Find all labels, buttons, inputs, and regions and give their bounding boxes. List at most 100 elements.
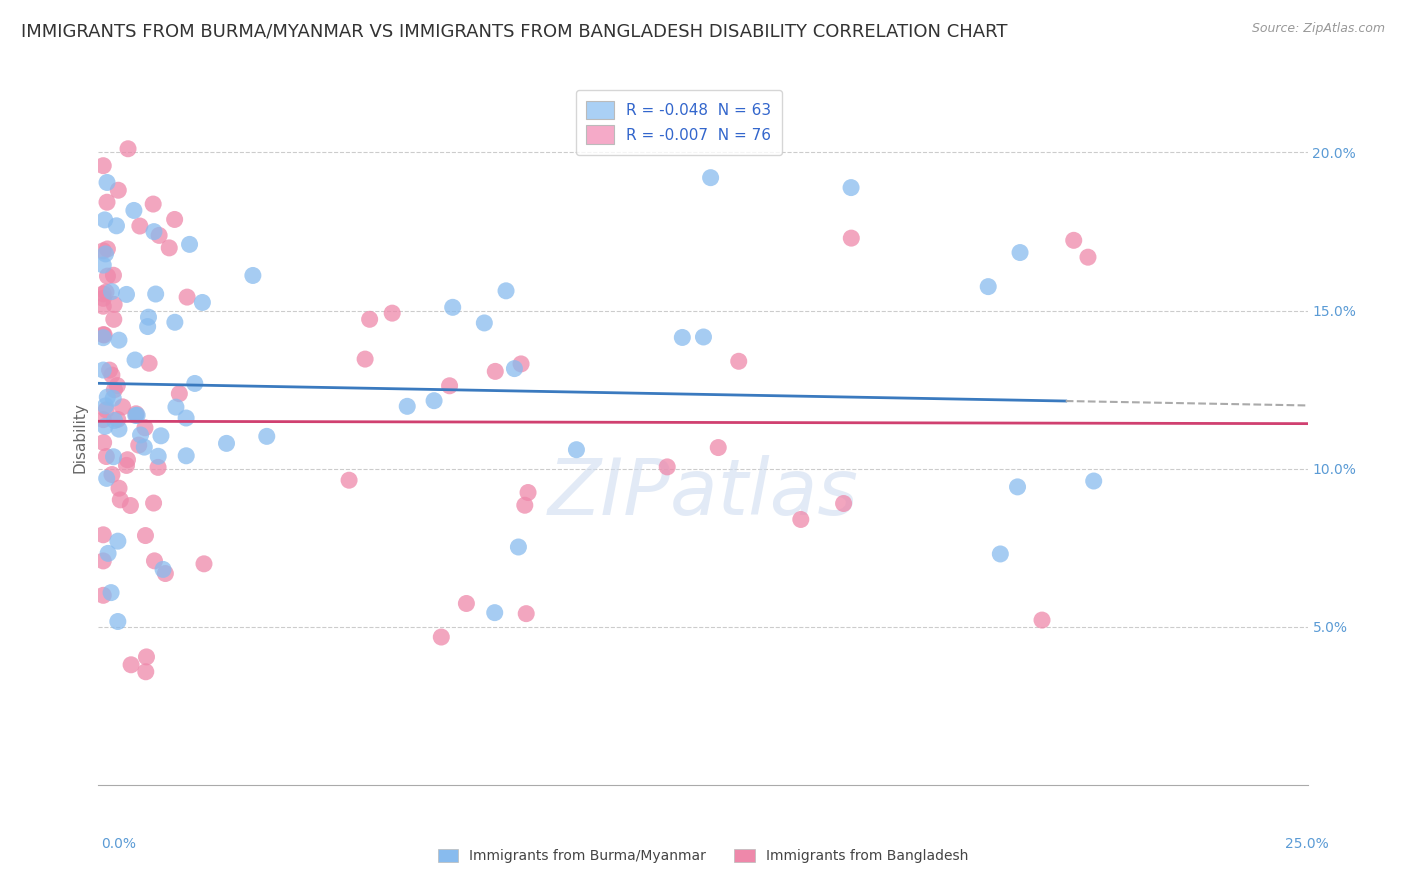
Point xyxy=(1083,474,1105,488)
Point xyxy=(129,428,152,442)
Point xyxy=(94,285,117,299)
Point xyxy=(839,180,862,194)
Point xyxy=(1008,245,1031,260)
Point xyxy=(93,327,115,342)
Point xyxy=(163,212,186,227)
Point xyxy=(138,310,160,325)
Point xyxy=(91,327,114,342)
Point xyxy=(93,435,115,450)
Point xyxy=(91,299,114,313)
Point xyxy=(134,421,156,435)
Point xyxy=(115,287,138,301)
Legend: Immigrants from Burma/Myanmar, Immigrants from Bangladesh: Immigrants from Burma/Myanmar, Immigrant… xyxy=(432,844,974,869)
Point xyxy=(359,312,381,326)
Point xyxy=(103,413,125,427)
Point xyxy=(107,183,129,197)
Point xyxy=(125,409,148,423)
Y-axis label: Disability: Disability xyxy=(72,401,87,473)
Point xyxy=(146,460,169,475)
Point xyxy=(138,356,160,370)
Point xyxy=(91,159,114,173)
Point xyxy=(699,170,721,185)
Point xyxy=(96,471,118,485)
Point xyxy=(441,301,464,315)
Point xyxy=(671,330,693,344)
Point xyxy=(91,291,114,305)
Point xyxy=(503,361,526,376)
Point xyxy=(111,400,134,414)
Point xyxy=(145,287,167,301)
Point xyxy=(790,512,813,526)
Point xyxy=(105,219,128,233)
Point xyxy=(484,606,506,620)
Point xyxy=(108,333,131,347)
Point xyxy=(169,386,191,401)
Point xyxy=(94,247,117,261)
Point xyxy=(96,242,118,256)
Point xyxy=(135,665,157,679)
Point xyxy=(354,352,377,367)
Point xyxy=(105,378,128,392)
Point xyxy=(108,481,131,495)
Point xyxy=(98,363,121,377)
Point xyxy=(242,268,264,283)
Point xyxy=(103,312,125,326)
Point xyxy=(91,258,114,272)
Text: 0.0%: 0.0% xyxy=(101,837,136,851)
Point xyxy=(977,279,1000,293)
Text: ZIPatlas: ZIPatlas xyxy=(547,455,859,531)
Point xyxy=(117,142,139,156)
Text: IMMIGRANTS FROM BURMA/MYANMAR VS IMMIGRANTS FROM BANGLADESH DISABILITY CORRELATI: IMMIGRANTS FROM BURMA/MYANMAR VS IMMIGRA… xyxy=(21,22,1008,40)
Point xyxy=(381,306,404,320)
Point xyxy=(174,449,197,463)
Point xyxy=(423,393,446,408)
Point xyxy=(439,378,461,392)
Point xyxy=(396,400,419,414)
Point xyxy=(107,412,129,426)
Point xyxy=(163,315,186,329)
Point xyxy=(515,607,537,621)
Point xyxy=(148,228,170,243)
Point xyxy=(128,219,150,233)
Point xyxy=(727,354,749,368)
Point xyxy=(94,399,117,413)
Point xyxy=(91,286,114,301)
Point xyxy=(97,546,120,560)
Point xyxy=(101,368,124,382)
Point xyxy=(510,357,533,371)
Point xyxy=(91,244,114,258)
Point xyxy=(1031,613,1053,627)
Text: 25.0%: 25.0% xyxy=(1285,837,1329,851)
Point xyxy=(193,557,215,571)
Point xyxy=(142,496,165,510)
Point xyxy=(110,492,132,507)
Point xyxy=(142,197,165,211)
Point xyxy=(91,588,114,602)
Point xyxy=(103,297,125,311)
Point xyxy=(513,498,536,512)
Point xyxy=(134,440,156,454)
Point xyxy=(1007,480,1029,494)
Point xyxy=(135,649,157,664)
Point xyxy=(157,241,180,255)
Point xyxy=(96,176,118,190)
Point xyxy=(430,630,453,644)
Legend: R = -0.048  N = 63, R = -0.007  N = 76: R = -0.048 N = 63, R = -0.007 N = 76 xyxy=(575,90,782,154)
Point xyxy=(91,412,114,426)
Point xyxy=(191,295,214,310)
Point xyxy=(165,400,187,414)
Point xyxy=(107,534,129,549)
Point xyxy=(472,316,495,330)
Point xyxy=(91,528,114,542)
Point xyxy=(1063,233,1085,247)
Point xyxy=(184,376,207,391)
Point xyxy=(96,450,118,464)
Point xyxy=(91,554,114,568)
Point xyxy=(565,442,588,457)
Point xyxy=(143,225,166,239)
Point xyxy=(103,450,125,464)
Point xyxy=(179,237,201,252)
Point xyxy=(155,566,177,581)
Point xyxy=(136,319,159,334)
Point xyxy=(101,467,124,482)
